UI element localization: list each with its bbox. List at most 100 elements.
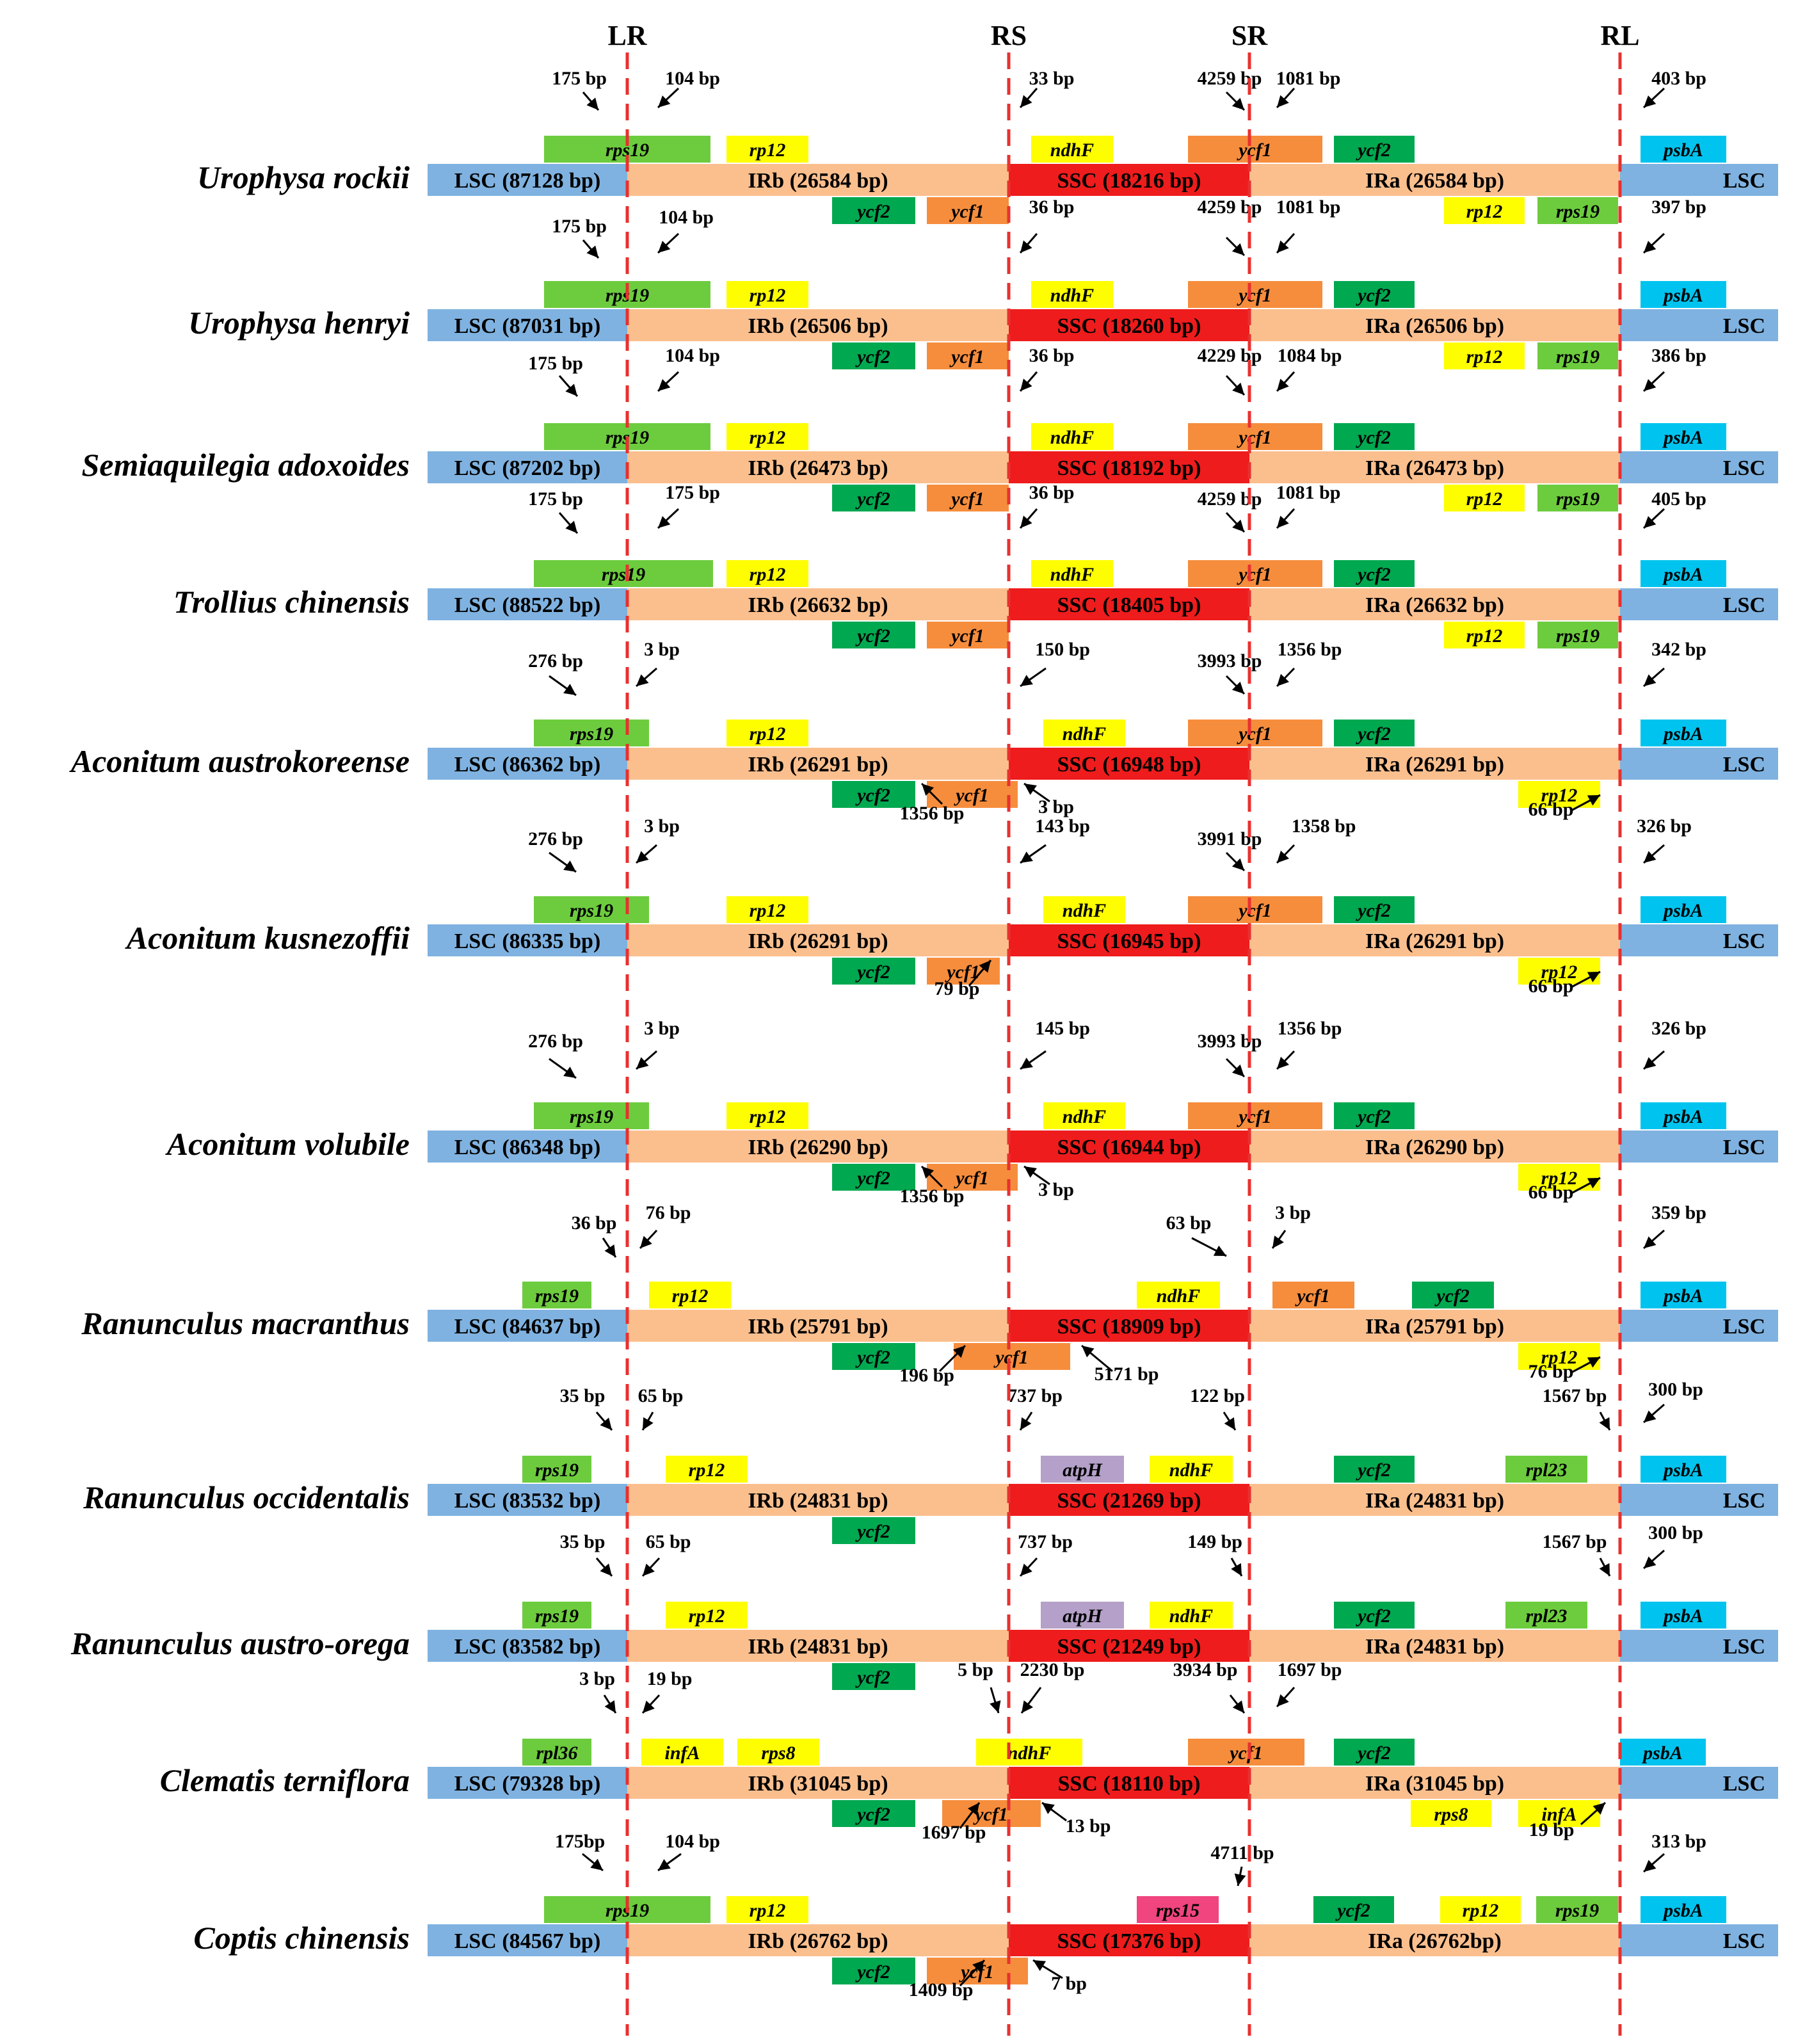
annotation-arrow-head — [1644, 379, 1657, 391]
region-ssc — [1009, 1310, 1249, 1342]
gene-ndhF-box — [1043, 1102, 1125, 1129]
species-name: Aconitum volubile — [165, 1126, 410, 1162]
bp-annotation: 1697 bp — [1278, 1659, 1342, 1680]
bp-annotation: 1358 bp — [1292, 816, 1356, 837]
bp-annotation: 300 bp — [1648, 1379, 1703, 1400]
gene-label: ycf1 — [949, 346, 984, 367]
bp-annotation: 3 bp — [1275, 1202, 1311, 1223]
region-label: LSC — [1723, 456, 1765, 480]
gene-ndhF-box — [1043, 720, 1125, 746]
gene-label: psbA — [1662, 285, 1703, 306]
gene-label: rpl23 — [1525, 1460, 1567, 1481]
annotation-arrow-head — [604, 1244, 616, 1257]
region-lsc-end — [1620, 164, 1778, 196]
annotation-arrow-head — [1213, 1245, 1226, 1256]
region-label: IRb (26291 bp) — [748, 753, 888, 777]
annotation-arrow-head — [1042, 1803, 1055, 1814]
region-label: SSC (16945 bp) — [1057, 929, 1201, 953]
gene-label: rp12 — [750, 427, 786, 448]
gene-label: ycf2 — [855, 1961, 890, 1983]
gene-label: ycf2 — [1356, 723, 1391, 744]
gene-psbA-box — [1641, 896, 1726, 923]
gene-label: rp12 — [750, 285, 786, 306]
gene-label: rp12 — [750, 1900, 786, 1921]
region-lsc — [428, 1484, 627, 1516]
annotation-arrow-head — [1231, 1064, 1244, 1077]
region-label: IRb (26506 bp) — [748, 314, 888, 338]
annotation-arrow-head — [1231, 858, 1244, 871]
region-irb — [627, 1131, 1009, 1163]
annotation-arrow-head — [1644, 851, 1657, 863]
gene-rp12-box — [1444, 485, 1525, 511]
region-ira — [1249, 1131, 1620, 1163]
gene-label: ndhF — [1063, 723, 1106, 744]
bp-annotation: 300 bp — [1648, 1522, 1703, 1543]
gene-label: ycf1 — [973, 1804, 1008, 1825]
region-label: LSC (83582 bp) — [454, 1635, 601, 1659]
annotation-arrow-head — [968, 1803, 979, 1815]
region-irb — [627, 164, 1009, 196]
annotation-arrow-head — [1587, 1357, 1600, 1368]
species-name: Urophysa rockii — [197, 159, 410, 195]
gene-label: ndhF — [1169, 1460, 1213, 1481]
annotation-arrow-head — [1272, 1235, 1284, 1248]
bp-annotation: 3 bp — [1038, 796, 1074, 817]
gene-ycf1-box — [927, 342, 1009, 369]
region-label: LSC — [1723, 1635, 1765, 1659]
annotation-arrow-head — [1644, 1410, 1657, 1422]
bp-annotation: 36 bp — [1029, 345, 1075, 366]
gene-rp12-box — [1440, 1896, 1521, 1923]
region-irb — [627, 1767, 1009, 1799]
annotation-arrow-head — [658, 379, 671, 391]
bp-annotation: 313 bp — [1651, 1831, 1706, 1852]
gene-rp12-box — [1444, 197, 1525, 224]
region-label: IRb (26584 bp) — [748, 169, 888, 193]
annotation-arrow-head — [636, 1057, 649, 1069]
gene-label: rps19 — [570, 900, 613, 921]
gene-label: atpH — [1063, 1460, 1103, 1481]
gene-rpl36-box — [522, 1739, 591, 1766]
bp-annotation: 405 bp — [1651, 488, 1706, 510]
region-label: LSC (87202 bp) — [454, 456, 601, 480]
region-ira — [1249, 1767, 1620, 1799]
region-lsc — [428, 1767, 627, 1799]
gene-label: ndhF — [1063, 1106, 1106, 1127]
region-label: LSC — [1723, 314, 1765, 338]
annotation-arrow-head — [1277, 378, 1289, 391]
gene-ndhF-box — [1043, 896, 1125, 923]
gene-label: psbA — [1662, 564, 1703, 585]
bp-annotation: 3 bp — [644, 639, 680, 660]
gene-label: rps19 — [1556, 488, 1600, 510]
region-lsc — [428, 588, 627, 620]
bp-annotation: 13 bp — [1066, 1815, 1111, 1837]
gene-label: ycf2 — [855, 1804, 890, 1825]
region-label: LSC — [1723, 1315, 1765, 1339]
bp-annotation: 35 bp — [560, 1385, 606, 1406]
gene-label: ycf2 — [1356, 1460, 1391, 1481]
bp-annotation: 737 bp — [1018, 1531, 1073, 1552]
annotation-arrow-head — [643, 1700, 655, 1713]
gene-label: ycf1 — [1295, 1285, 1330, 1307]
region-lsc-end — [1620, 924, 1778, 956]
gene-label: psbA — [1662, 140, 1703, 161]
gene-label: ycf2 — [1356, 140, 1391, 161]
gene-rp12-box — [726, 720, 808, 746]
gene-rps19-box — [1537, 622, 1618, 648]
annotation-arrow-head — [600, 1563, 612, 1576]
gene-label: ndhF — [1063, 900, 1106, 921]
annotation-arrow-head — [1644, 674, 1657, 686]
annotation-arrow-head — [640, 1235, 652, 1248]
gene-label: ycf2 — [1356, 1106, 1391, 1127]
gene-label: ycf2 — [1356, 900, 1391, 921]
gene-psbA-box — [1641, 1102, 1726, 1129]
region-label: LSC — [1723, 169, 1765, 193]
gene-label: psbA — [1662, 900, 1703, 921]
gene-rps19-box — [1536, 1896, 1618, 1923]
annotation-arrow-head — [1224, 1417, 1235, 1430]
annotation-arrow-head — [563, 1066, 576, 1078]
bp-annotation: 175 bp — [528, 488, 583, 510]
gene-label: psbA — [1662, 1605, 1703, 1627]
bp-annotation: 4259 bp — [1198, 197, 1262, 218]
gene-label: ycf2 — [855, 625, 890, 647]
gene-rp12-box — [726, 423, 808, 450]
